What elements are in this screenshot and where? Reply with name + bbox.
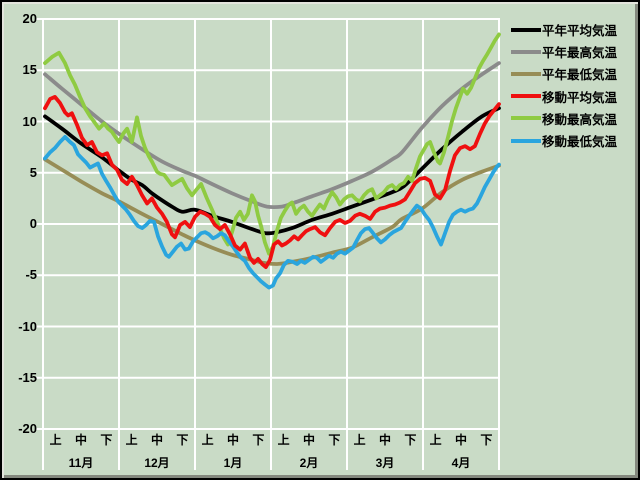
- series-line-5: [43, 135, 501, 290]
- legend-item: 平年最低気温: [511, 66, 618, 83]
- y-tick-label: -5: [25, 267, 37, 283]
- legend-label: 平年平均気温: [542, 24, 618, 38]
- legend-label: 平年最低気温: [542, 68, 618, 83]
- legend-label: 移動平均気温: [542, 90, 618, 105]
- plot-border: [42, 18, 500, 430]
- month-label: 4月: [451, 456, 471, 470]
- period-label: 中: [302, 433, 315, 447]
- period-label: 上: [429, 433, 442, 447]
- period-label: 中: [150, 433, 163, 447]
- y-tick-label: 15: [22, 62, 37, 78]
- y-tick-label: 10: [22, 113, 37, 129]
- y-tick-label: 0: [29, 216, 37, 231]
- y-tick-label: -10: [18, 318, 37, 334]
- period-label: 中: [454, 433, 467, 447]
- legend-item: 平年平均気温: [511, 22, 618, 38]
- period-label: 上: [125, 433, 138, 447]
- legend-item: 平年最高気温: [511, 44, 618, 61]
- legend-label: 移動最低気温: [542, 135, 618, 149]
- legend-line-swatch: [511, 138, 541, 143]
- legend-line-swatch: [511, 94, 541, 99]
- legend-item: 移動最高気温: [511, 111, 618, 127]
- month-label: 12月: [144, 456, 170, 470]
- legend-line-swatch: [511, 27, 541, 32]
- legend-line-swatch: [511, 116, 541, 121]
- period-label: 上: [201, 433, 214, 447]
- period-label: 中: [378, 433, 391, 447]
- series-line-4: [43, 32, 501, 256]
- month-label: 2月: [299, 456, 319, 470]
- y-tick-label: 20: [22, 11, 37, 26]
- month-label: 3月: [375, 456, 395, 470]
- period-label: 下: [480, 433, 493, 447]
- legend-item: 移動平均気温: [511, 89, 618, 105]
- series-line-0: [43, 106, 501, 236]
- legend-label: 移動最高気温: [542, 112, 618, 127]
- y-tick-label: -15: [18, 369, 37, 385]
- period-label: 上: [277, 433, 290, 447]
- legend-line-swatch: [511, 49, 541, 54]
- period-label: 上: [353, 433, 366, 447]
- legend-item: 移動最低気温: [511, 133, 618, 149]
- series-line-3: [43, 95, 501, 269]
- period-label: 上: [49, 433, 62, 447]
- month-label: 11月: [68, 456, 94, 470]
- period-label: 下: [100, 433, 113, 447]
- legend-line-swatch: [511, 71, 541, 76]
- period-label: 下: [176, 433, 189, 447]
- y-tick-label: -20: [18, 421, 37, 436]
- y-tick-label: 5: [29, 164, 37, 180]
- period-label: 中: [226, 433, 239, 447]
- period-label: 下: [328, 433, 341, 447]
- legend-label: 平年最高気温: [542, 46, 618, 61]
- period-label: 下: [252, 433, 265, 447]
- period-label: 下: [404, 433, 417, 447]
- month-label: 1月: [223, 456, 243, 470]
- period-label: 中: [74, 433, 87, 447]
